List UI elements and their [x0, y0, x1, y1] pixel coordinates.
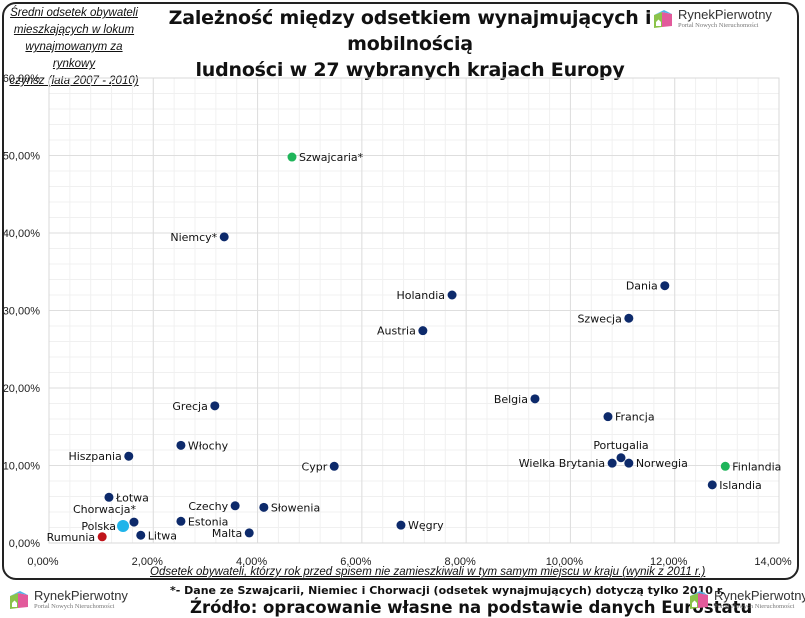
x-tick-label: 8,00% [445, 556, 476, 568]
data-label: Niemcy* [170, 231, 217, 244]
data-label: Włochy [188, 439, 229, 452]
y-tick-label: 40,00% [3, 228, 41, 240]
y-tick-label: 20,00% [3, 383, 41, 395]
brand-logo-bottom-left: RynekPierwotny Portal Nowych Nieruchomoś… [8, 589, 128, 611]
data-point [104, 492, 114, 502]
data-label: Szwecja [577, 312, 621, 325]
footnote: *- Dane ze Szwajcarii, Niemiec i Chorwac… [170, 584, 725, 597]
data-point [616, 453, 626, 463]
x-axis-label: Odsetek obywateli, którzy rok przed spis… [150, 566, 706, 578]
plot-area-border [48, 77, 780, 544]
data-point [447, 290, 457, 300]
y-tick-label: 0,00% [9, 538, 40, 550]
data-point [418, 326, 428, 336]
data-point [707, 480, 717, 490]
data-point [136, 530, 146, 540]
brand-name: RynekPierwotny [34, 588, 128, 603]
data-point [396, 520, 406, 530]
data-point [329, 461, 339, 471]
x-tick-label: 10,00% [546, 556, 584, 568]
data-label: Portugalia [593, 439, 648, 452]
data-label: Francja [615, 411, 655, 424]
data-label: Hiszpania [68, 450, 121, 463]
data-point [97, 532, 107, 542]
x-tick-label: 14,00% [754, 556, 792, 568]
data-point [720, 461, 730, 471]
y-axis-label-line: Średni odsetek obywateli [10, 7, 138, 19]
data-point [660, 281, 670, 291]
data-label: Łotwa [115, 491, 149, 504]
data-label: Wielka Brytania [519, 457, 605, 470]
data-label: Austria [377, 325, 416, 338]
brand-name: RynekPierwotny [678, 7, 772, 22]
x-tick-label: 2,00% [132, 556, 163, 568]
data-point [624, 313, 634, 323]
data-point [129, 517, 139, 527]
data-point [117, 519, 130, 532]
data-point [244, 528, 254, 538]
data-label: Węgry [408, 519, 444, 532]
y-tick-label: 60,00% [3, 73, 41, 85]
data-point [287, 152, 297, 162]
data-label: Polska [81, 520, 116, 533]
chart-frame [2, 2, 799, 580]
brand-logo-bottom-right: RynekPierwotny Portal Nowych Nieruchomoś… [688, 589, 805, 611]
x-tick-label: 4,00% [236, 556, 267, 568]
y-tick-label: 10,00% [3, 461, 41, 473]
brand-tagline: Portal Nowych Nieruchomości [714, 603, 795, 610]
brand-logo-top: RynekPierwotny Portal Nowych Nieruchomoś… [652, 8, 772, 30]
data-label: Czechy [188, 500, 228, 513]
data-label: Malta [212, 527, 242, 540]
chart-title-line: ludności w 27 wybranych krajach Europy [195, 59, 625, 81]
y-axis-label-line: wynajmowanym za rynkowy [25, 41, 123, 70]
source-note: Źródło: opracowanie własne na podstawie … [190, 598, 753, 617]
scatter-plot: 0,00% 2,00% 4,00% 6,00% 8,00% 10,00% 12,00% 14,… [3, 73, 792, 568]
data-point [259, 502, 269, 512]
data-label: Dania [626, 280, 658, 293]
x-tick-label: 0,00% [27, 556, 58, 568]
data-point [210, 401, 220, 411]
data-label: Estonia [188, 515, 229, 528]
axis-ticks: 0,00% 2,00% 4,00% 6,00% 8,00% 10,00% 12,00% 14,… [3, 73, 792, 568]
house-cube-icon [652, 9, 674, 29]
x-tick-label: 12,00% [650, 556, 688, 568]
data-point [530, 394, 540, 404]
data-point [607, 458, 617, 468]
data-label: Cypr [302, 460, 328, 473]
chart-title: Zależność między odsetkiem wynajmujących… [150, 5, 670, 83]
data-label: Litwa [148, 529, 177, 542]
data-point [624, 458, 634, 468]
data-point [176, 516, 186, 526]
data-label: Belgia [494, 393, 528, 406]
data-label: Chorwacja* [73, 503, 136, 516]
data-point [230, 501, 240, 511]
house-cube-icon [688, 590, 710, 610]
brand-name: RynekPierwotny [714, 588, 805, 603]
house-cube-icon [8, 590, 30, 610]
data-label: Islandia [719, 479, 762, 492]
y-tick-label: 30,00% [3, 306, 41, 318]
y-axis-label-line: mieszkających w lokum [13, 24, 135, 36]
data-label: Finlandia [732, 460, 781, 473]
data-label: Szwajcaria* [299, 151, 364, 164]
data-points: Szwajcaria* Niemcy* Holandia Austria Dania Sz… [47, 151, 782, 544]
data-label: Grecja [172, 400, 207, 413]
data-label: Rumunia [47, 531, 96, 544]
brand-tagline: Portal Nowych Nieruchomości [34, 603, 115, 610]
data-point [603, 412, 613, 422]
data-point [219, 232, 229, 242]
data-point [124, 451, 134, 461]
data-label: Słowenia [271, 501, 320, 514]
data-point [176, 440, 186, 450]
data-label: Holandia [397, 289, 446, 302]
brand-tagline: Portal Nowych Nieruchomości [678, 22, 759, 29]
x-tick-label: 6,00% [340, 556, 371, 568]
data-label: Norwegia [636, 457, 688, 470]
grid [48, 77, 780, 544]
chart-title-line: Zależność między odsetkiem wynajmujących… [168, 7, 652, 55]
y-tick-label: 50,00% [3, 151, 41, 163]
